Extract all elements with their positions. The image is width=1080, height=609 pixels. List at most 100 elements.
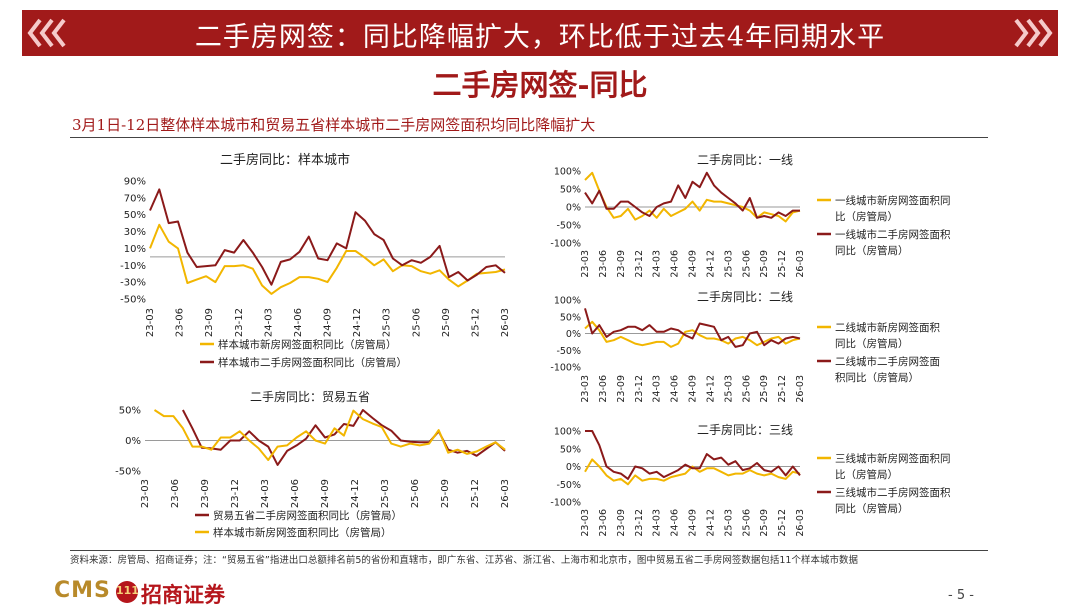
- chart3-xtick: 25-12: [777, 375, 788, 403]
- chart1-xtick: 23-09: [200, 479, 211, 508]
- chart0-ytick: 30%: [124, 227, 146, 238]
- chart0-ytick: 10%: [124, 244, 146, 255]
- chart0-xtick: 25-12: [470, 308, 481, 337]
- chart2-legend-label: 一线城市二手房网签面积同比（房管局）: [835, 228, 951, 257]
- right-chevrons-icon: [1014, 18, 1053, 48]
- chart3-xtick: 24-12: [705, 375, 716, 403]
- chart3-xtick: 24-06: [670, 375, 681, 403]
- chart3-legend-label: 二线城市新房网签面积同比（房管局）: [835, 321, 940, 350]
- chart1-xtick: 24-03: [260, 479, 271, 508]
- chart1-xtick: 24-09: [320, 479, 331, 508]
- chart4-ytick: -50%: [556, 480, 581, 491]
- chart4-xtick: 24-12: [705, 509, 716, 537]
- chart4-xtick: 25-09: [759, 509, 770, 537]
- chart1-series-2-line: [153, 409, 506, 461]
- chart4-xtick: 25-06: [741, 509, 752, 537]
- chart2-xtick: 23-03: [580, 250, 591, 278]
- chart0-xtick: 24-09: [323, 308, 334, 337]
- chart2-xtick: 26-03: [795, 250, 806, 278]
- chart0-legend-label: 样本城市二手房网签面积同比（房管局）: [218, 356, 407, 369]
- chart3-xtick: 23-09: [616, 375, 627, 403]
- chart1-xtick: 25-06: [410, 479, 421, 508]
- chart1-xtick: 26-03: [500, 479, 511, 508]
- chart0-xtick: 26-03: [500, 308, 511, 337]
- chart2-xtick: 24-12: [705, 250, 716, 278]
- chart2-xtick: 23-09: [616, 250, 627, 278]
- chart0-xtick: 24-12: [352, 308, 363, 337]
- divider-bottom: [70, 550, 988, 551]
- chart3-ytick: -50%: [556, 346, 581, 357]
- chart3-xtick: 25-06: [741, 375, 752, 403]
- chart3-xtick: 25-03: [723, 375, 734, 403]
- divider-top: [70, 137, 988, 138]
- chart1-xtick: 25-12: [470, 479, 481, 508]
- chart4-xtick: 23-03: [580, 509, 591, 537]
- chart-sample-cities: 二手房同比：样本城市 90% 70% 50% 30% 10% -10% -30% -50% 23-…: [120, 152, 511, 369]
- chart2-legend-label: 一线城市新房网签面积同比（房管局）: [835, 194, 951, 223]
- chart0-xtick: 24-06: [293, 308, 304, 337]
- chart4-ytick: 0%: [566, 462, 581, 473]
- chart0-title: 二手房同比：样本城市: [220, 152, 350, 168]
- chart0-ytick: 70%: [124, 193, 146, 204]
- chart3-series-1-line: [584, 320, 801, 348]
- chart4-legend-label: 三线城市二手房网签面积同比（房管局）: [835, 486, 951, 515]
- header-banner: 二手房网签：同比降幅扩大，环比低于过去4年同期水平: [22, 10, 1058, 56]
- chart1-xtick: 24-12: [350, 479, 361, 508]
- source-note: 资料来源：房管局、招商证券；注：“贸易五省”指进出口总额排名前5的省份和直辖市，…: [70, 555, 858, 566]
- chart4-xtick: 23-09: [616, 509, 627, 537]
- chart2-ytick: -50%: [556, 221, 581, 232]
- chart3-xtick: 25-09: [759, 375, 770, 403]
- chart0-ytick: -50%: [120, 295, 146, 306]
- chart2-xtick: 25-03: [723, 250, 734, 278]
- chart0-xtick: 23-06: [175, 308, 186, 337]
- chart0-xtick: 23-03: [145, 308, 156, 337]
- logo-mark-icon: 111: [116, 581, 139, 603]
- chart3-series-2-line: [584, 308, 801, 348]
- chart2-xtick: 24-03: [652, 250, 663, 278]
- chart2-ytick: 100%: [554, 167, 581, 178]
- chart3-xtick: 23-06: [598, 375, 609, 403]
- chart3-ytick: -100%: [550, 363, 581, 374]
- chart4-title: 二手房同比：三线: [697, 422, 793, 437]
- chart2-ytick: 0%: [566, 203, 581, 214]
- chart4-xtick: 24-06: [670, 509, 681, 537]
- chart2-series-1-line: [584, 171, 801, 223]
- chart1-title: 二手房同比：贸易五省: [250, 389, 370, 404]
- chart0-xtick: 25-03: [382, 308, 393, 337]
- chart4-series-1-line: [584, 458, 801, 486]
- chart0-xtick: 23-12: [234, 308, 245, 337]
- chart4-xtick: 25-12: [777, 509, 788, 537]
- chart2-xtick: 23-12: [634, 250, 645, 278]
- chart1-xtick: 24-06: [290, 479, 301, 508]
- chart1-xtick: 25-03: [380, 479, 391, 508]
- chart3-xtick: 26-03: [795, 375, 806, 403]
- chart-trade-five-provinces: 二手房同比：贸易五省 50% 0% -50%23-03 23-06 23-09 23-12 2…: [115, 389, 511, 539]
- chart1-ytick: 50%: [119, 406, 141, 417]
- chart2-title: 二手房同比：一线: [697, 152, 793, 167]
- chart4-ytick: 50%: [560, 444, 581, 455]
- banner-title: 二手房网签：同比降幅扩大，环比低于过去4年同期水平: [194, 22, 886, 53]
- chart3-title: 二手房同比：二线: [697, 289, 793, 304]
- chart-tier1: 二手房同比：一线 100% 50% 0% -50% -100%23-03 23-06 23-0…: [550, 152, 951, 278]
- chart3-xtick: 23-03: [580, 375, 591, 403]
- chart1-xtick: 23-03: [140, 479, 151, 508]
- logo-cms-text: CMS: [54, 578, 111, 603]
- chart-tier2: 二手房同比：二线 100% 50% 0% -50% -100%23-03 23-06 23-0…: [550, 289, 940, 403]
- chart2-xtick: 24-09: [688, 250, 699, 278]
- chart4-xtick: 26-03: [795, 509, 806, 537]
- chart0-ytick: 50%: [124, 210, 146, 221]
- chart0-series-1-line: [149, 223, 506, 295]
- chart4-xtick: 23-12: [634, 509, 645, 537]
- chart0-ytick: -10%: [120, 261, 146, 272]
- chart4-ytick: -100%: [550, 498, 581, 509]
- chart4-series-2-line: [585, 430, 801, 480]
- chart1-legend-label: 贸易五省二手房网签面积同比（房管局）: [213, 509, 402, 522]
- chart1-xtick: 23-06: [170, 479, 181, 508]
- chart2-xtick: 25-06: [741, 250, 752, 278]
- left-chevrons-icon: [27, 18, 66, 48]
- chart2-ytick: -100%: [550, 239, 581, 250]
- chart2-xtick: 23-06: [598, 250, 609, 278]
- chart4-xtick: 25-03: [723, 509, 734, 537]
- chart2-series-2-line: [584, 171, 800, 219]
- chart0-legend-label: 样本城市新房网签面积同比（房管局）: [218, 338, 397, 351]
